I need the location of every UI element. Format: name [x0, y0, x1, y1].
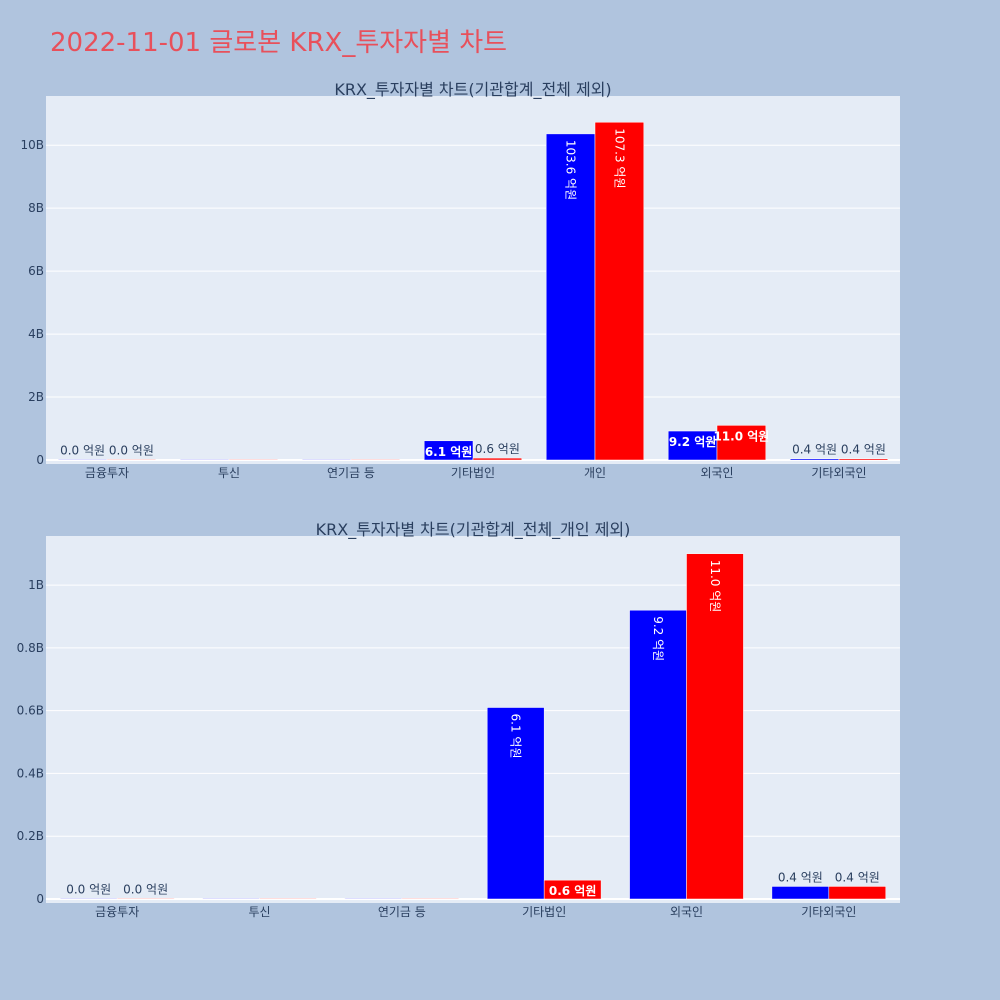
- bar: [545, 133, 596, 461]
- bar: [486, 707, 545, 900]
- plot-area: [46, 96, 900, 464]
- y-tick-label: 8B: [28, 201, 44, 215]
- data-label: 11.0 억원: [708, 560, 722, 613]
- data-label: 103.6 억원: [564, 140, 578, 200]
- x-tick-label: 기타외국인: [801, 905, 856, 919]
- bar: [667, 430, 718, 461]
- data-label: 0.4 억원: [778, 870, 823, 884]
- data-label: 6.1 억원: [425, 445, 473, 459]
- x-tick-label: 투신: [218, 466, 240, 480]
- chart-bottom: 0 0.2B 0.4B 0.6B 0.8B 1B KRX_투자자별 차트(기관합계_전체_개…: [17, 520, 900, 919]
- y-tick-label: 0.2B: [17, 829, 44, 843]
- y-tick-label: 1B: [28, 578, 44, 592]
- data-label: 0.4 억원: [792, 443, 837, 457]
- data-label: 0.0 억원: [109, 443, 154, 457]
- bar: [228, 459, 279, 461]
- x-tick-label: 외국인: [700, 466, 733, 480]
- bar: [828, 886, 887, 900]
- data-label: 11.0 억원: [713, 429, 769, 443]
- chart-title: KRX_투자자별 차트(기관합계_전체 제외): [334, 80, 611, 100]
- x-tick-label: 투신: [248, 905, 270, 919]
- bar: [344, 898, 403, 900]
- bar: [838, 458, 889, 461]
- x-tick-label: 개인: [584, 466, 606, 480]
- x-tick-label: 기타외국인: [811, 466, 866, 480]
- plot-area: [46, 536, 900, 903]
- bar: [771, 886, 830, 900]
- x-tick-label: 기타법인: [451, 466, 495, 480]
- data-label: 0.4 억원: [835, 870, 880, 884]
- data-label: 0.0 억원: [123, 882, 168, 896]
- bar: [106, 459, 157, 461]
- chart-title: KRX_투자자별 차트(기관합계_전체_개인 제외): [316, 520, 631, 540]
- page-title: 2022-11-01 글로본 KRX_투자자별 차트: [50, 28, 508, 58]
- x-tick-label: 금융투자: [85, 466, 129, 480]
- chart-top: 0 2B 4B 6B 8B 10B KRX_투자자별 차트(기관합계_전체 제외) 금융투자 투…: [20, 80, 900, 480]
- bar: [716, 425, 767, 461]
- x-tick-label: 기타법인: [522, 905, 566, 919]
- data-label: 0.4 억원: [841, 443, 886, 457]
- bar: [116, 898, 175, 900]
- bar: [401, 898, 460, 900]
- y-tick-label: 0: [36, 892, 44, 906]
- bar: [350, 459, 401, 461]
- bar: [629, 609, 687, 900]
- data-label: 0.6 억원: [549, 884, 597, 898]
- x-tick-label: 외국인: [670, 905, 703, 919]
- x-tick-label: 연기금 등: [327, 466, 375, 480]
- y-tick-label: 2B: [28, 390, 44, 404]
- data-label: 0.0 억원: [66, 882, 111, 896]
- y-tick-label: 0.4B: [17, 766, 44, 780]
- data-label: 9.2 억원: [669, 435, 717, 449]
- data-label: 9.2 억원: [651, 616, 665, 661]
- y-tick-label: 6B: [28, 264, 44, 278]
- y-tick-label: 4B: [28, 327, 44, 341]
- data-label: 0.6 억원: [475, 442, 520, 456]
- bar: [59, 898, 118, 900]
- data-label: 6.1 억원: [509, 714, 523, 759]
- x-tick-label: 연기금 등: [378, 905, 426, 919]
- y-tick-label: 10B: [20, 138, 44, 152]
- data-label: 107.3 억원: [612, 128, 626, 188]
- bar: [202, 898, 260, 900]
- bar: [686, 553, 744, 900]
- data-label: 0.0 억원: [60, 443, 105, 457]
- bar: [472, 457, 523, 461]
- y-tick-label: 0: [36, 453, 44, 467]
- bar: [259, 898, 317, 900]
- bar: [543, 879, 602, 900]
- bar: [423, 440, 474, 461]
- x-tick-label: 금융투자: [95, 905, 139, 919]
- y-tick-label: 0.6B: [17, 704, 44, 718]
- bar: [594, 121, 645, 461]
- y-tick-label: 0.8B: [17, 641, 44, 655]
